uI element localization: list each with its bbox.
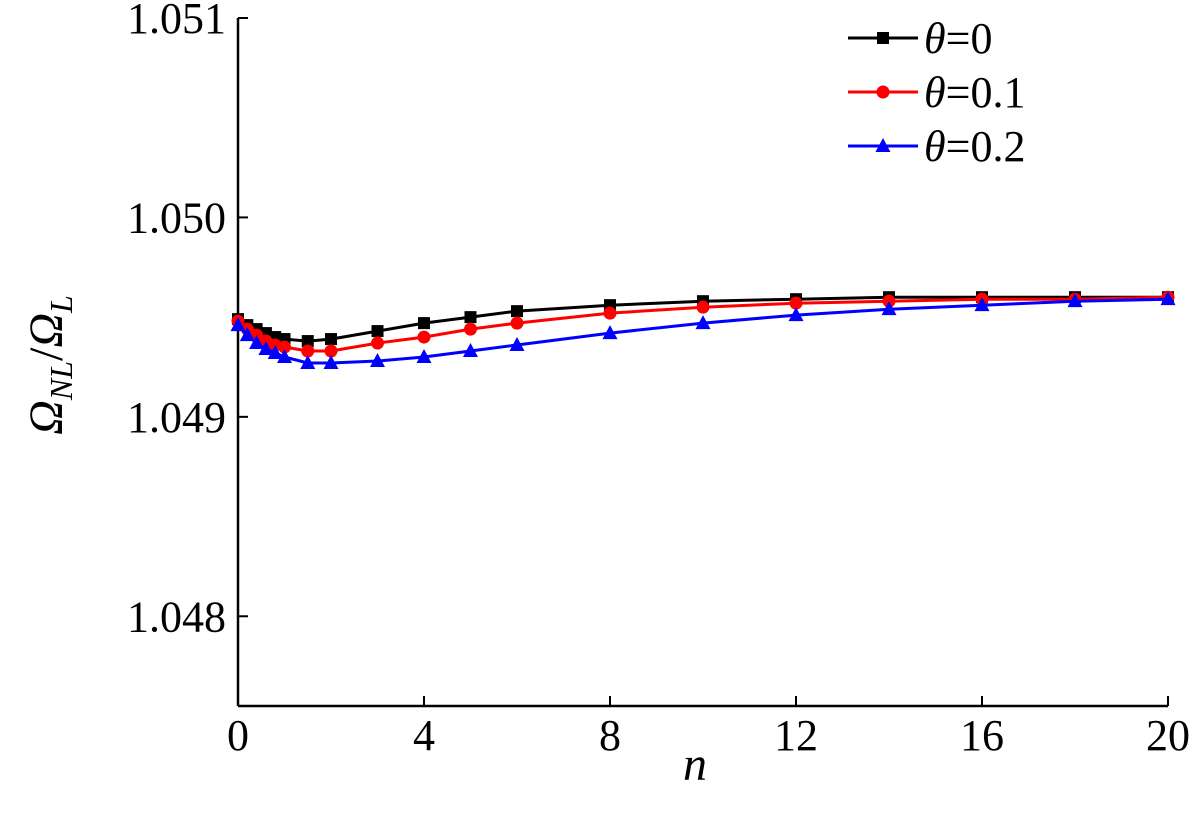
legend: θ=0θ=0.1θ=0.2 [848, 14, 1025, 171]
x-ticks: 0 4 8 12 16 20 [227, 696, 1190, 760]
legend-symbol: θ [924, 68, 946, 117]
legend-marker [876, 85, 890, 99]
legend-marker [875, 138, 891, 152]
y-axis-title-sep: / [20, 347, 73, 361]
data-point [301, 344, 315, 358]
data-point [602, 325, 618, 340]
data-point [463, 343, 478, 358]
x-tick-label: 0 [227, 711, 249, 760]
series-2 [230, 291, 1176, 369]
data-point [324, 344, 338, 358]
legend-label: θ=0.2 [924, 122, 1025, 171]
data-point [416, 349, 432, 364]
data-point [323, 354, 339, 369]
data-point [418, 317, 430, 330]
data-point [881, 301, 897, 316]
x-tick-label: 20 [1146, 711, 1190, 760]
legend-value: =0.2 [946, 122, 1026, 171]
data-point [695, 315, 711, 330]
data-point [1067, 293, 1083, 308]
data-point [1160, 291, 1176, 306]
x-axis-title: n [683, 738, 707, 791]
data-point [696, 300, 710, 314]
legend-label: θ=0 [924, 14, 992, 63]
legend-value: =0.1 [946, 68, 1026, 117]
y-axis-title-sub-2: L [43, 295, 79, 314]
y-axis-title-sub-1: NL [43, 361, 79, 401]
data-point [249, 335, 265, 350]
data-point [510, 316, 524, 330]
legend-symbol: θ [924, 122, 946, 171]
y-tick-label: 1.048 [127, 592, 226, 641]
y-axis-title-text: ΩNL/ΩL [20, 295, 79, 435]
y-tick-label: 1.049 [127, 393, 226, 442]
data-point [371, 325, 384, 338]
x-tick-label: 8 [599, 711, 621, 760]
data-point [789, 296, 803, 310]
data-point [301, 335, 314, 348]
axes [236, 18, 1168, 708]
data-point [788, 307, 804, 322]
series-layer [230, 290, 1176, 369]
y-axis-title-main-2: Ω [20, 313, 73, 348]
legend-value: =0 [946, 14, 993, 63]
data-point [258, 341, 274, 356]
data-point [277, 349, 292, 364]
legend-symbol: θ [924, 14, 946, 63]
y-tick-label: 1.050 [127, 193, 226, 242]
x-tick-label: 4 [413, 711, 435, 760]
y-ticks: 1.048 1.049 1.050 1.051 [127, 0, 248, 641]
y-axis-title-main-1: Ω [20, 400, 73, 435]
data-point [371, 336, 384, 350]
data-point [267, 345, 283, 360]
data-point [511, 305, 523, 318]
legend-entry-0: θ=0 [848, 14, 992, 63]
data-point [464, 311, 477, 324]
data-point [325, 333, 337, 346]
data-point [509, 337, 525, 352]
data-point [974, 297, 990, 312]
legend-entry-1: θ=0.1 [848, 68, 1025, 117]
data-point [603, 306, 617, 320]
legend-marker [877, 32, 889, 44]
data-point [230, 317, 246, 332]
x-tick-label: 12 [774, 711, 818, 760]
y-axis-title: ΩNL/ΩL [20, 295, 79, 435]
data-point [300, 354, 316, 369]
data-point [239, 327, 255, 342]
y-tick-label: 1.051 [127, 0, 226, 43]
legend-label: θ=0.1 [924, 68, 1025, 117]
legend-entry-2: θ=0.2 [848, 122, 1025, 171]
data-point [278, 340, 291, 354]
data-point [464, 322, 477, 336]
data-point [370, 353, 385, 368]
data-point [417, 330, 431, 344]
x-tick-label: 16 [960, 711, 1004, 760]
